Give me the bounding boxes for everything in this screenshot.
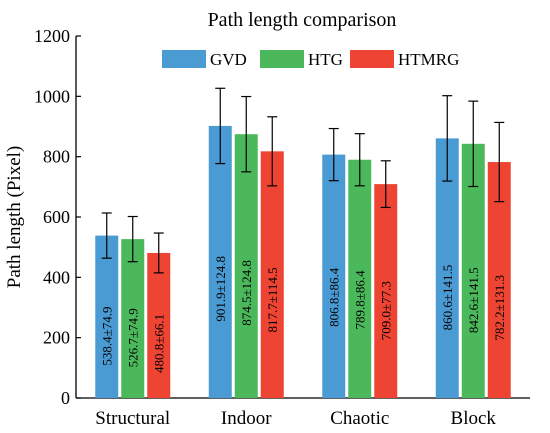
bar (461, 143, 485, 398)
data-label: 901.9±124.8 (213, 256, 228, 322)
plot-area: 0 200 400 600 800 1000 1200 Structural 538.4±74.… (34, 26, 530, 429)
legend-label: HTG (308, 50, 343, 69)
y-tick-label: 1200 (34, 26, 70, 46)
y-tick-label: 400 (43, 267, 70, 287)
bar (234, 134, 258, 398)
y-tick-label: 600 (43, 207, 70, 227)
y-tick-label: 800 (43, 147, 70, 167)
legend-swatch (162, 50, 206, 68)
bar (208, 125, 232, 399)
y-tick-label: 200 (43, 328, 70, 348)
bar (260, 151, 284, 398)
bar (322, 154, 346, 398)
x-tick-label: Indoor (221, 408, 272, 429)
chart-title: Path length comparison (208, 9, 397, 31)
data-label: 806.8±86.4 (326, 267, 341, 327)
data-label: 874.5±124.8 (239, 260, 254, 326)
legend-label: GVD (210, 50, 247, 69)
bar (435, 138, 459, 398)
data-label: 709.0±77.3 (378, 281, 393, 340)
bar (348, 159, 372, 398)
y-tick-label: 0 (61, 388, 70, 408)
x-tick-label: Chaotic (330, 408, 389, 429)
data-label: 538.4±74.9 (99, 307, 114, 366)
data-label: 817.7±114.5 (265, 267, 280, 332)
legend-swatch (260, 50, 304, 68)
legend-swatch (350, 50, 394, 68)
data-label: 860.6±141.5 (440, 265, 455, 331)
bar (121, 239, 145, 398)
bar (95, 235, 119, 398)
x-tick-label: Structural (95, 408, 170, 429)
data-label: 842.6±141.5 (466, 267, 481, 333)
bar (374, 184, 398, 398)
data-label: 480.8±66.1 (151, 314, 166, 373)
y-tick-label: 1000 (34, 86, 70, 106)
bar (147, 252, 171, 398)
data-label: 526.7±74.9 (125, 308, 140, 367)
y-axis-title: Path length (Pixel) (4, 146, 25, 288)
data-label: 782.2±131.3 (492, 275, 507, 341)
data-label: 789.8±86.4 (352, 270, 367, 330)
legend-label: HTMRG (398, 50, 459, 69)
legend: GVD HTG HTMRG (162, 50, 459, 69)
x-tick-label: Block (451, 408, 497, 429)
bar (487, 162, 511, 398)
